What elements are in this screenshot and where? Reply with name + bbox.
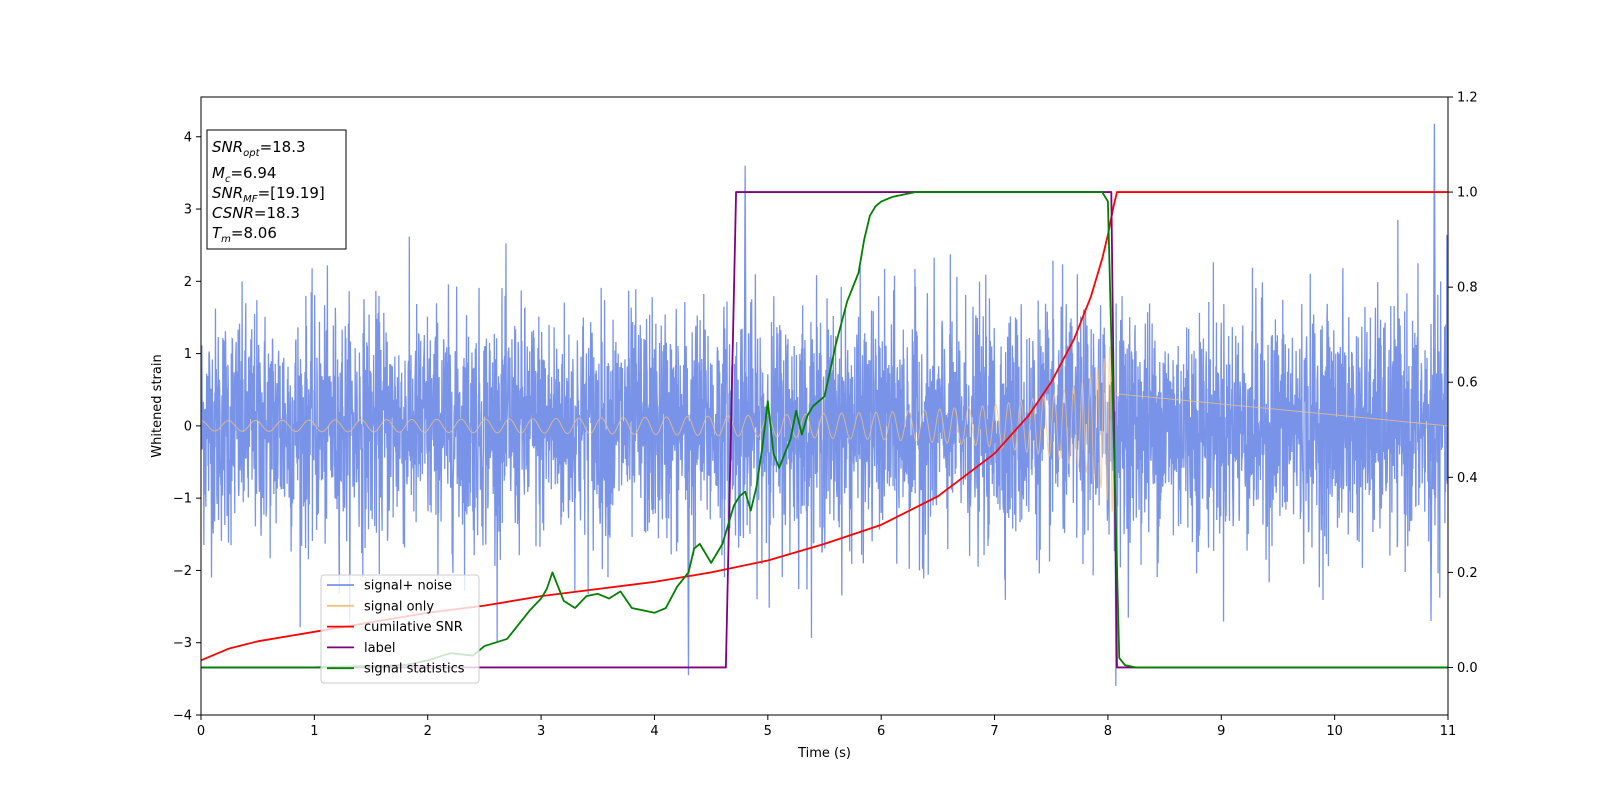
y-right-tick-label: 0.4: [1457, 471, 1478, 486]
legend-label-signal-statistics: signal statistics: [364, 662, 465, 677]
x-tick-label: 10: [1326, 724, 1343, 739]
legend-label-signal-noise: signal+ noise: [364, 579, 452, 594]
info-chirp-mass: Mc=6.94: [212, 164, 276, 185]
x-tick-label: 7: [990, 724, 998, 739]
info-csnr: CSNR=18.3: [212, 204, 300, 222]
y-axis-label: Whitened strain: [150, 354, 165, 457]
x-tick-label: 4: [650, 724, 658, 739]
y-left-tick-label: 2: [184, 275, 192, 290]
axes: 0 1 2 3 4 5 6 7 8 9 10 11 −4 −3 −2 −1 0 1 2 3 4 0.0 0.2 0.4 0.6 0…: [173, 91, 1478, 740]
y-right-tick-label: 0.0: [1457, 661, 1478, 676]
legend-frame: [320, 574, 480, 684]
series-signal-statistics: [201, 191, 1448, 669]
y-left-tick-label: −1: [173, 492, 192, 507]
x-tick-label: 1: [310, 724, 318, 739]
x-tick-label: 11: [1440, 724, 1457, 739]
x-tick-label: 9: [1217, 724, 1225, 739]
legend-label-cumilative-snr: cumilative SNR: [364, 620, 463, 635]
y-left-tick-label: 3: [184, 203, 192, 218]
y-right-tick-label: 0.6: [1457, 376, 1478, 391]
info-box-frame: [206, 129, 347, 250]
x-tick-label: 2: [424, 724, 432, 739]
y-left-tick-label: −3: [173, 636, 192, 651]
y-left-tick-label: −4: [173, 709, 192, 724]
y-left-tick-label: 4: [184, 130, 192, 145]
y-right-tick-label: 0.8: [1457, 281, 1478, 296]
plot-frame: [200, 96, 1449, 716]
y-right-tick-label: 1.2: [1457, 91, 1478, 106]
x-axis-label: Time (s): [797, 746, 851, 761]
x-tick-label: 3: [537, 724, 545, 739]
info-merger-time: Tm=8.06: [212, 224, 277, 245]
legend-label-signal-only: signal only: [364, 599, 434, 614]
y-left-tick-label: 0: [184, 419, 192, 434]
x-tick-label: 5: [764, 724, 772, 739]
info-snr-opt: SNRopt=18.3: [212, 138, 306, 159]
y-right-tick-label: 0.2: [1457, 566, 1478, 581]
x-tick-label: 8: [1104, 724, 1112, 739]
y-left-tick-label: 1: [184, 347, 192, 362]
x-tick-label: 6: [877, 724, 885, 739]
y-right-tick-label: 1.0: [1457, 186, 1478, 201]
legend-label-label: label: [364, 641, 395, 656]
series-signal-plus-noise: [201, 123, 1448, 687]
y-left-tick-label: −2: [173, 564, 192, 579]
info-box: SNRopt=18.3 Mc=6.94 SNRMF=[19.19] CSNR=1…: [206, 129, 347, 250]
legend: signal+ noise signal only cumilative SNR la…: [320, 574, 480, 684]
info-snr-mf: SNRMF=[19.19]: [212, 184, 325, 205]
x-tick-label: 0: [197, 724, 205, 739]
series-signal-only: [201, 346, 1448, 513]
